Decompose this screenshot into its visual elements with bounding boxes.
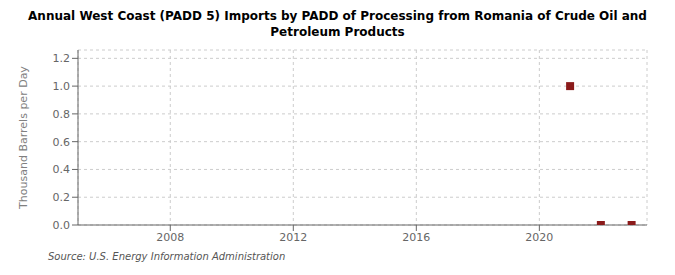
svg-text:2012: 2012: [279, 231, 307, 244]
svg-text:0.4: 0.4: [53, 163, 71, 176]
svg-text:0.6: 0.6: [53, 136, 71, 149]
svg-text:0.8: 0.8: [53, 108, 71, 121]
svg-text:2008: 2008: [156, 231, 184, 244]
html-text:Annual West Coast (PADD 5) Imp: Annual West Coast (PADD 5) Imports by PA…: [28, 9, 647, 39]
svg-text:Thousand Barrels per Day: Thousand Barrels per Day: [17, 66, 30, 210]
svg-text:0.0: 0.0: [53, 219, 71, 232]
svg-text:0.2: 0.2: [53, 191, 71, 204]
svg-text:1.0: 1.0: [53, 80, 71, 93]
svg-text:2016: 2016: [402, 231, 430, 244]
svg-text:2020: 2020: [525, 231, 553, 244]
svg-text:1.2: 1.2: [53, 52, 71, 65]
html-text:Source: U.S. Energy Informatio: Source: U.S. Energy Information Administ…: [48, 251, 286, 262]
